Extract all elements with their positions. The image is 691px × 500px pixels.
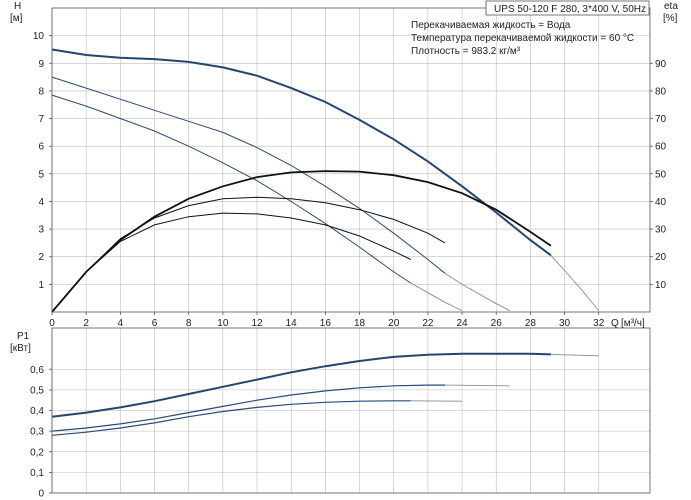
x-tick-label: 14 (286, 318, 298, 329)
y-axis-unit-power: [кВт] (10, 343, 31, 354)
x-axis-label: Q (611, 318, 619, 329)
x-tick-label: 18 (354, 318, 366, 329)
y2-axis-unit-eta: [%] (663, 13, 678, 24)
y-tick-label: 5 (38, 169, 44, 180)
efficiency-curve (51, 196, 446, 313)
y2-tick-label: 50 (655, 169, 667, 180)
power-curve (51, 400, 411, 436)
x-tick-label: 2 (83, 318, 89, 329)
y-tick-label: 1 (38, 280, 44, 291)
y-tick-label: 9 (38, 59, 44, 70)
axes: 0 2 4 6 8 10 12 14 16 18 20 22 24 26 28 30 3212345678910… (30, 31, 666, 499)
y2-tick-label: 30 (655, 225, 667, 236)
y-tick-label: 3 (38, 225, 44, 236)
power-panel-frame (51, 327, 651, 494)
model-title: UPS 50-120 F 280, 3*400 V, 50Hz (494, 4, 646, 15)
x-tick-label: 12 (251, 318, 263, 329)
power-tick-label: 0 (38, 489, 44, 500)
power-tick-label: 0,1 (30, 468, 44, 479)
y-axis-label-power: P1 (17, 331, 30, 342)
head-curve-extension (444, 272, 511, 312)
info-line-density: Плотность = 983.2 кг/м³ (411, 46, 521, 57)
x-tick-label: 32 (593, 318, 605, 329)
info-line-temperature: Температура перекачиваемой жидкости = 60… (411, 33, 634, 44)
power-tick-label: 0,4 (30, 406, 44, 417)
info-line-liquid: Перекачиваемая жидкость = Вода (411, 20, 571, 31)
y2-axis-label-eta: eta (664, 1, 678, 12)
power-tick-label: 0,6 (30, 365, 44, 376)
x-tick-label: 10 (217, 318, 229, 329)
model-title-box (485, 0, 650, 16)
x-tick-label: 6 (152, 318, 158, 329)
head-curve (51, 76, 446, 274)
head-panel-frame (51, 7, 651, 313)
y-tick-label: 2 (38, 252, 44, 263)
x-tick-label: 24 (456, 318, 468, 329)
y2-tick-label: 20 (655, 252, 667, 263)
y-axis-unit-head: [м] (10, 13, 23, 24)
y2-tick-label: 10 (655, 280, 667, 291)
head-curve-extension (410, 282, 463, 312)
y2-tick-label: 60 (655, 142, 667, 153)
x-tick-label: 16 (320, 318, 332, 329)
chart-series (51, 48, 600, 436)
x-tick-label: 20 (388, 318, 400, 329)
power-curve (51, 384, 445, 432)
y-tick-label: 8 (38, 86, 44, 97)
x-tick-label: 26 (491, 318, 503, 329)
y2-tick-label: 40 (655, 197, 667, 208)
x-tick-label: 28 (525, 318, 537, 329)
y2-tick-label: 70 (655, 114, 667, 125)
x-tick-label: 4 (118, 318, 124, 329)
y2-tick-label: 80 (655, 86, 667, 97)
head-curve (51, 94, 412, 284)
power-curve-extension (550, 353, 599, 357)
power-curve-extension (444, 384, 510, 387)
y-tick-label: 7 (38, 114, 44, 125)
x-tick-label: 30 (559, 318, 571, 329)
y-tick-label: 6 (38, 142, 44, 153)
head-curve (51, 48, 552, 257)
y2-tick-label: 90 (655, 59, 667, 70)
head-curve-extension (550, 254, 600, 311)
power-tick-label: 0,5 (30, 385, 44, 396)
x-tick-label: 0 (49, 318, 55, 329)
y-tick-label: 10 (33, 31, 45, 42)
power-tick-label: 0,3 (30, 427, 44, 438)
x-tick-label: 22 (422, 318, 434, 329)
power-tick-label: 0,2 (30, 447, 44, 458)
efficiency-curve (51, 212, 412, 313)
y-tick-label: 4 (38, 197, 44, 208)
efficiency-curve (51, 170, 552, 313)
x-tick-label: 8 (186, 318, 192, 329)
x-axis-unit: [м³/ч] (621, 318, 645, 329)
power-curve (51, 352, 551, 418)
y-axis-label-head: H (14, 1, 21, 12)
